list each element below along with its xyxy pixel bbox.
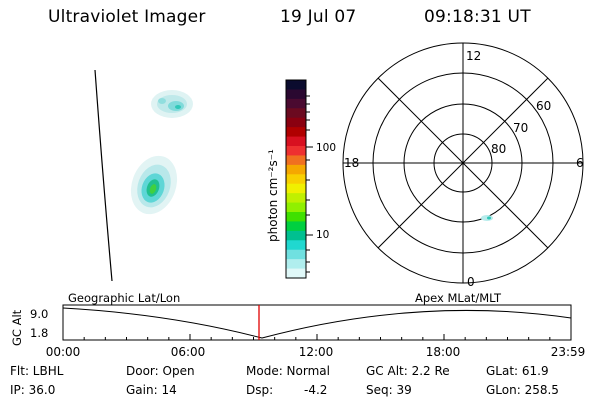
lat-label-80: 80 (491, 142, 506, 156)
timeline-x-tick-1800: 18:00 (426, 345, 461, 359)
colorbar-band (286, 80, 306, 91)
timeline-x-tick-2359: 23:59 (551, 345, 586, 359)
colorbar-band (286, 89, 306, 100)
polar-plot (342, 42, 584, 284)
timeline-y-tick-low: 1.8 (30, 326, 48, 340)
seq-info: Seq: 39 (366, 383, 412, 397)
colorbar-tick-100: 100 (316, 142, 336, 154)
colorbar-band (286, 98, 306, 109)
time-label: 09:18:31 UT (424, 7, 531, 27)
colorbar-band (286, 268, 306, 279)
polar-aurora-spot (481, 215, 493, 221)
colorbar-band (286, 193, 306, 204)
colorbar-band (286, 202, 306, 213)
glon-info: GLon: 258.5 (486, 383, 559, 397)
colorbar-tick-10: 10 (316, 229, 329, 241)
colorbar-band (286, 155, 306, 166)
limb-curve (94, 69, 113, 282)
mlt-label-6: 6 (576, 156, 584, 170)
colorbar-band (286, 249, 306, 260)
colorbar-band (286, 117, 306, 128)
instrument-title: Ultraviolet Imager (48, 7, 206, 27)
timeline-x-tick-0600: 06:00 (171, 345, 206, 359)
colorbar-band (286, 146, 306, 157)
orbit-timeline: Geographic Lat/Lon Apex MLat/MLT GC Alt … (10, 291, 585, 359)
lat-label-60: 60 (536, 99, 551, 113)
timeline-left-title: Geographic Lat/Lon (68, 291, 180, 305)
date-label: 19 Jul 07 (280, 7, 357, 27)
polar-axis-diag-2 (377, 77, 549, 249)
mlt-label-0: 0 (467, 275, 475, 289)
filter-info: Flt: LBHL (10, 364, 64, 378)
colorbar-band (286, 221, 306, 232)
altitude-curve (62, 307, 572, 339)
mlt-label-12: 12 (466, 49, 481, 63)
colorbar-unit-label: photon cm⁻²s⁻¹ (266, 149, 280, 242)
geographic-image-panel (94, 69, 193, 282)
colorbar: 100 10 photon cm⁻²s⁻¹ (266, 79, 336, 279)
gain-info: Gain: 14 (126, 383, 177, 397)
colorbar-band (286, 230, 306, 241)
mode-info: Mode: Normal (246, 364, 330, 378)
colorbar-band (286, 259, 306, 270)
ip-info: IP: 36.0 (10, 383, 56, 397)
timeline-right-title: Apex MLat/MLT (415, 291, 502, 305)
timeline-y-tick-high: 9.0 (30, 307, 48, 321)
timeline-x-tick-0000: 00:00 (46, 345, 81, 359)
colorbar-band (286, 174, 306, 185)
door-info: Door: Open (126, 364, 195, 378)
colorbar-band (286, 212, 306, 223)
colorbar-band (286, 164, 306, 175)
colorbar-frame (285, 79, 307, 279)
timeline-x-tick-1200: 12:00 (299, 345, 334, 359)
lat-label-70: 70 (513, 121, 528, 135)
dsp-value: -4.2 (304, 383, 328, 397)
aurora-blob-upper (151, 90, 193, 118)
aurora-blob-lower (130, 155, 178, 215)
timeline-y-label: GC Alt (10, 309, 24, 346)
dsp-label: Dsp: (246, 383, 274, 397)
colorbar-band (286, 127, 306, 138)
colorbar-band (286, 108, 306, 119)
gc-alt-info: GC Alt: 2.2 Re (366, 364, 450, 378)
colorbar-band (286, 240, 306, 251)
mlt-label-18: 18 (344, 156, 359, 170)
colorbar-band (286, 136, 306, 147)
colorbar-band (286, 183, 306, 194)
glat-info: GLat: 61.9 (486, 364, 549, 378)
